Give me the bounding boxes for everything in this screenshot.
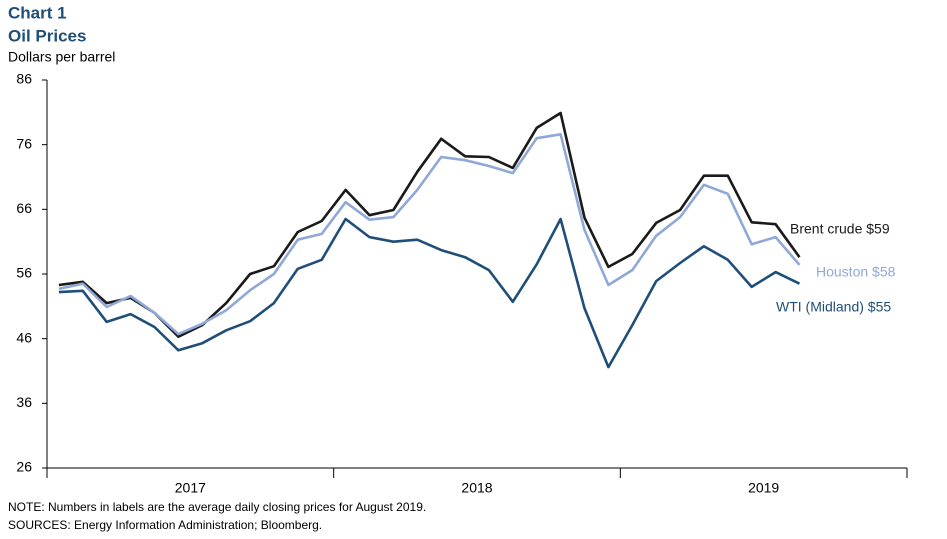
- series-line: [58, 111, 801, 338]
- x-group-label: 2018: [461, 480, 492, 496]
- series-label: WTI (Midland) $55: [776, 299, 891, 315]
- y-tick-label: 76: [16, 135, 32, 151]
- y-tick-label: 56: [16, 265, 32, 281]
- y-tick-label: 66: [16, 200, 32, 216]
- y-tick-label: 46: [16, 329, 32, 345]
- y-tick-label: 36: [16, 394, 32, 410]
- x-group-label: 2017: [175, 480, 206, 496]
- y-axis-label: Dollars per barrel: [8, 49, 115, 65]
- series-line: [58, 217, 801, 369]
- series-label: Houston $58: [816, 264, 896, 280]
- series-label: Brent crude $59: [790, 221, 890, 237]
- note: SOURCES: Energy Information Administrati…: [8, 518, 322, 532]
- y-tick-label: 86: [16, 71, 32, 87]
- chart-title: Chart 1: [8, 3, 67, 22]
- chart-subtitle: Oil Prices: [8, 26, 86, 45]
- y-tick-label: 26: [16, 459, 32, 475]
- series-line: [58, 133, 801, 336]
- x-group-label: 2019: [748, 480, 779, 496]
- note: NOTE: Numbers in labels are the average …: [8, 500, 426, 514]
